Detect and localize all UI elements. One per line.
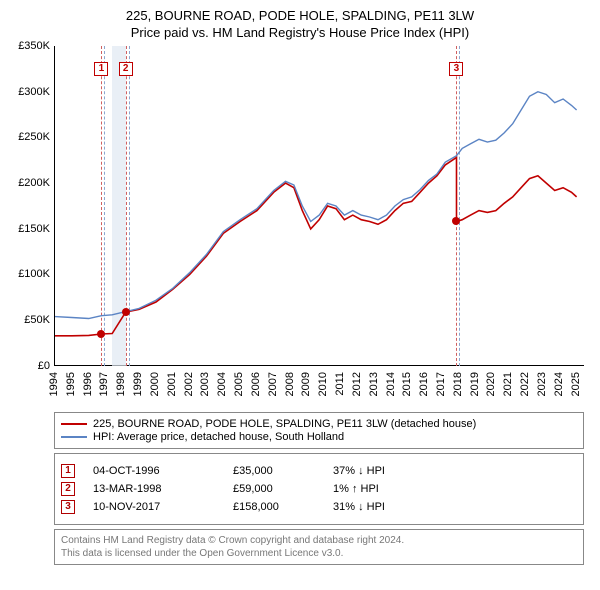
y-axis: £0£50K£100K£150K£200K£250K£300K£350K (10, 46, 54, 366)
footer-line2: This data is licensed under the Open Gov… (61, 547, 577, 560)
x-tick-label: 1998 (115, 372, 127, 396)
x-tick-label: 2021 (502, 372, 514, 396)
chart-area: £0£50K£100K£150K£200K£250K£300K£350K 123… (10, 46, 590, 406)
event-date: 04-OCT-1996 (93, 465, 233, 477)
x-tick-label: 1999 (132, 372, 144, 396)
legend-text: 225, BOURNE ROAD, PODE HOLE, SPALDING, P… (93, 418, 476, 430)
y-tick-label: £200K (18, 177, 50, 189)
x-tick-label: 2008 (284, 372, 296, 396)
x-tick-label: 2002 (183, 372, 195, 396)
event-row: 2 13-MAR-1998£59,0001% ↑ HPI (61, 482, 577, 496)
y-tick-label: £100K (18, 268, 50, 280)
plot-area: 12 3 (54, 46, 584, 366)
event-row: 1 04-OCT-1996£35,00037% ↓ HPI (61, 464, 577, 478)
y-tick-label: £50K (24, 314, 50, 326)
y-tick-label: £150K (18, 223, 50, 235)
line-svg (55, 46, 585, 366)
event-delta: 37% ↓ HPI (333, 465, 433, 477)
x-tick-label: 2017 (435, 372, 447, 396)
x-tick-label: 1995 (65, 372, 77, 396)
legend-swatch (61, 436, 87, 438)
x-tick-label: 2000 (149, 372, 161, 396)
x-tick-label: 2016 (418, 372, 430, 396)
x-tick-label: 2011 (334, 372, 346, 396)
chart-title-line2: Price paid vs. HM Land Registry's House … (10, 25, 590, 40)
event-price: £35,000 (233, 465, 333, 477)
x-tick-label: 2014 (385, 372, 397, 396)
x-tick-label: 2018 (452, 372, 464, 396)
sale-marker-dot (452, 217, 460, 225)
legend-row: HPI: Average price, detached house, Sout… (61, 431, 577, 443)
chart-container: 225, BOURNE ROAD, PODE HOLE, SPALDING, P… (0, 0, 600, 575)
x-tick-label: 2006 (250, 372, 262, 396)
x-tick-label: 2004 (216, 372, 228, 396)
series-line-property (55, 157, 577, 335)
x-axis: 1994199519961997199819992000200120022003… (54, 368, 584, 406)
event-row: 3 10-NOV-2017£158,00031% ↓ HPI (61, 500, 577, 514)
y-tick-label: £300K (18, 86, 50, 98)
x-tick-label: 2022 (519, 372, 531, 396)
event-number: 3 (61, 500, 75, 514)
x-tick-label: 2012 (351, 372, 363, 396)
legend: 225, BOURNE ROAD, PODE HOLE, SPALDING, P… (54, 412, 584, 449)
footer-attribution: Contains HM Land Registry data © Crown c… (54, 529, 584, 565)
sale-marker-dot (97, 330, 105, 338)
x-tick-label: 1996 (82, 372, 94, 396)
events-table: 1 04-OCT-1996£35,00037% ↓ HPI 2 13-MAR-1998… (54, 453, 584, 525)
y-tick-label: £0 (38, 360, 50, 372)
x-tick-label: 1994 (48, 372, 60, 396)
series-line-hpi (55, 92, 577, 319)
legend-text: HPI: Average price, detached house, Sout… (93, 431, 344, 443)
x-tick-label: 2025 (570, 372, 582, 396)
event-price: £59,000 (233, 483, 333, 495)
x-tick-label: 2007 (267, 372, 279, 396)
event-price: £158,000 (233, 501, 333, 513)
x-tick-label: 2024 (553, 372, 565, 396)
chart-title-line1: 225, BOURNE ROAD, PODE HOLE, SPALDING, P… (10, 8, 590, 25)
sale-marker-label: 1 (94, 62, 108, 76)
y-tick-label: £250K (18, 131, 50, 143)
x-tick-label: 2001 (166, 372, 178, 396)
event-date: 13-MAR-1998 (93, 483, 233, 495)
x-tick-label: 2009 (300, 372, 312, 396)
event-number: 1 (61, 464, 75, 478)
y-tick-label: £350K (18, 40, 50, 52)
legend-row: 225, BOURNE ROAD, PODE HOLE, SPALDING, P… (61, 418, 577, 430)
x-tick-label: 2020 (485, 372, 497, 396)
x-tick-label: 2013 (368, 372, 380, 396)
event-date: 10-NOV-2017 (93, 501, 233, 513)
sale-marker-dot (122, 308, 130, 316)
event-number: 2 (61, 482, 75, 496)
x-tick-label: 2003 (199, 372, 211, 396)
sale-marker-label: 2 (119, 62, 133, 76)
x-tick-label: 1997 (98, 372, 110, 396)
x-tick-label: 2023 (536, 372, 548, 396)
event-delta: 1% ↑ HPI (333, 483, 433, 495)
x-tick-label: 2005 (233, 372, 245, 396)
x-tick-label: 2010 (317, 372, 329, 396)
legend-swatch (61, 423, 87, 425)
x-tick-label: 2015 (401, 372, 413, 396)
sale-marker-label: 3 (449, 62, 463, 76)
footer-line1: Contains HM Land Registry data © Crown c… (61, 534, 577, 547)
x-tick-label: 2019 (469, 372, 481, 396)
event-delta: 31% ↓ HPI (333, 501, 433, 513)
